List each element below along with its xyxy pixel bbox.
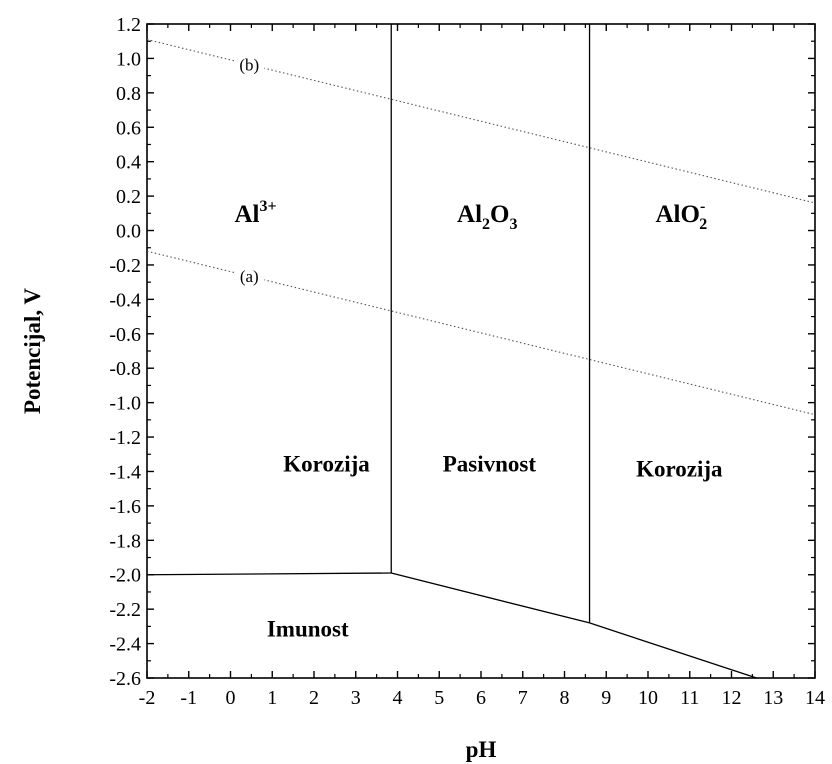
- phase-boundaries: [146, 24, 757, 679]
- y-tick-label: 1.2: [116, 14, 141, 36]
- reference-line-tag-bg: [234, 54, 265, 75]
- reference-line-tag: (b): [239, 56, 259, 75]
- x-tick-label: -1: [180, 687, 197, 709]
- x-tick-label: 2: [309, 687, 319, 709]
- x-tick-label: 3: [351, 687, 361, 709]
- x-axis: -2 -1 0 1 2 3 4 5 6 7 8 9 10 11 12 13 14: [139, 24, 825, 709]
- x-tick-label: 14: [805, 687, 825, 709]
- x-tick-label: 6: [476, 687, 486, 709]
- y-tick-label: -0.2: [109, 255, 141, 277]
- y-tick-label: -0.6: [109, 324, 141, 346]
- x-tick-label: 13: [763, 687, 783, 709]
- y-tick-label: 0.0: [116, 221, 141, 243]
- x-tick-label: -2: [139, 687, 156, 709]
- x-tick-label: 9: [601, 687, 611, 709]
- reference-line-tag: (a): [240, 267, 259, 286]
- x-tick-label: 11: [680, 687, 699, 709]
- region-label: Korozija: [636, 457, 723, 482]
- y-tick-label: 0.2: [116, 186, 141, 208]
- species-label: Al2O3: [457, 201, 517, 233]
- y-tick-label: 0.4: [116, 152, 141, 174]
- reference-line: [146, 250, 816, 416]
- y-tick-label: -2.4: [109, 634, 141, 656]
- phase-boundary: [391, 572, 757, 679]
- x-axis-title: pH: [466, 737, 497, 762]
- x-tick-label: 4: [393, 687, 403, 709]
- x-tick-label: 0: [226, 687, 236, 709]
- y-tick-label: -0.4: [109, 289, 141, 311]
- x-tick-label: 10: [638, 687, 658, 709]
- species-label: AlO-2: [656, 198, 708, 233]
- y-tick-label: -1.4: [109, 461, 141, 483]
- y-tick-label: -1.2: [109, 427, 141, 449]
- y-tick-label: 0.8: [116, 83, 141, 105]
- y-axis: 1.2 1.0 0.8 0.6 0.4 0.2 0.0 -0.2 -0.4 -0.6 -0.8 -1.…: [109, 14, 815, 690]
- reference-line: [146, 38, 816, 204]
- reference-lines: (a) (b): [146, 38, 816, 416]
- region-label: Korozija: [283, 451, 370, 476]
- y-axis-title: Potencijal, V: [20, 288, 45, 414]
- x-tick-label: 7: [518, 687, 528, 709]
- y-tick-label: -1.8: [109, 530, 141, 552]
- y-tick-label: -2.6: [109, 668, 141, 690]
- x-tick-label: 5: [434, 687, 444, 709]
- y-tick-label: 1.0: [116, 48, 141, 70]
- region-label: Imunost: [267, 617, 349, 642]
- region-labels: Al3+ Al2O3 AlO-2 Korozija Pasivnost Korozija I…: [234, 198, 723, 642]
- x-tick-label: 1: [267, 687, 277, 709]
- y-tick-label: -1.6: [109, 496, 141, 518]
- plot-area: (a) (b) Al3+ Al2O3 AlO-2 Korozija Pasivnost Ko…: [146, 23, 816, 679]
- y-tick-label: 0.6: [116, 117, 141, 139]
- reference-line-tag-bg: [234, 266, 265, 287]
- y-tick-label: -2.2: [109, 599, 141, 621]
- species-label: Al3+: [234, 198, 276, 228]
- y-tick-label: -2.0: [109, 565, 141, 587]
- y-tick-label: -1.0: [109, 393, 141, 415]
- phase-boundary: [146, 572, 392, 576]
- region-label: Pasivnost: [443, 451, 537, 476]
- x-tick-label: 8: [560, 687, 570, 709]
- x-tick-label: 12: [722, 687, 742, 709]
- y-tick-label: -0.8: [109, 358, 141, 380]
- plot-frame: [146, 23, 816, 679]
